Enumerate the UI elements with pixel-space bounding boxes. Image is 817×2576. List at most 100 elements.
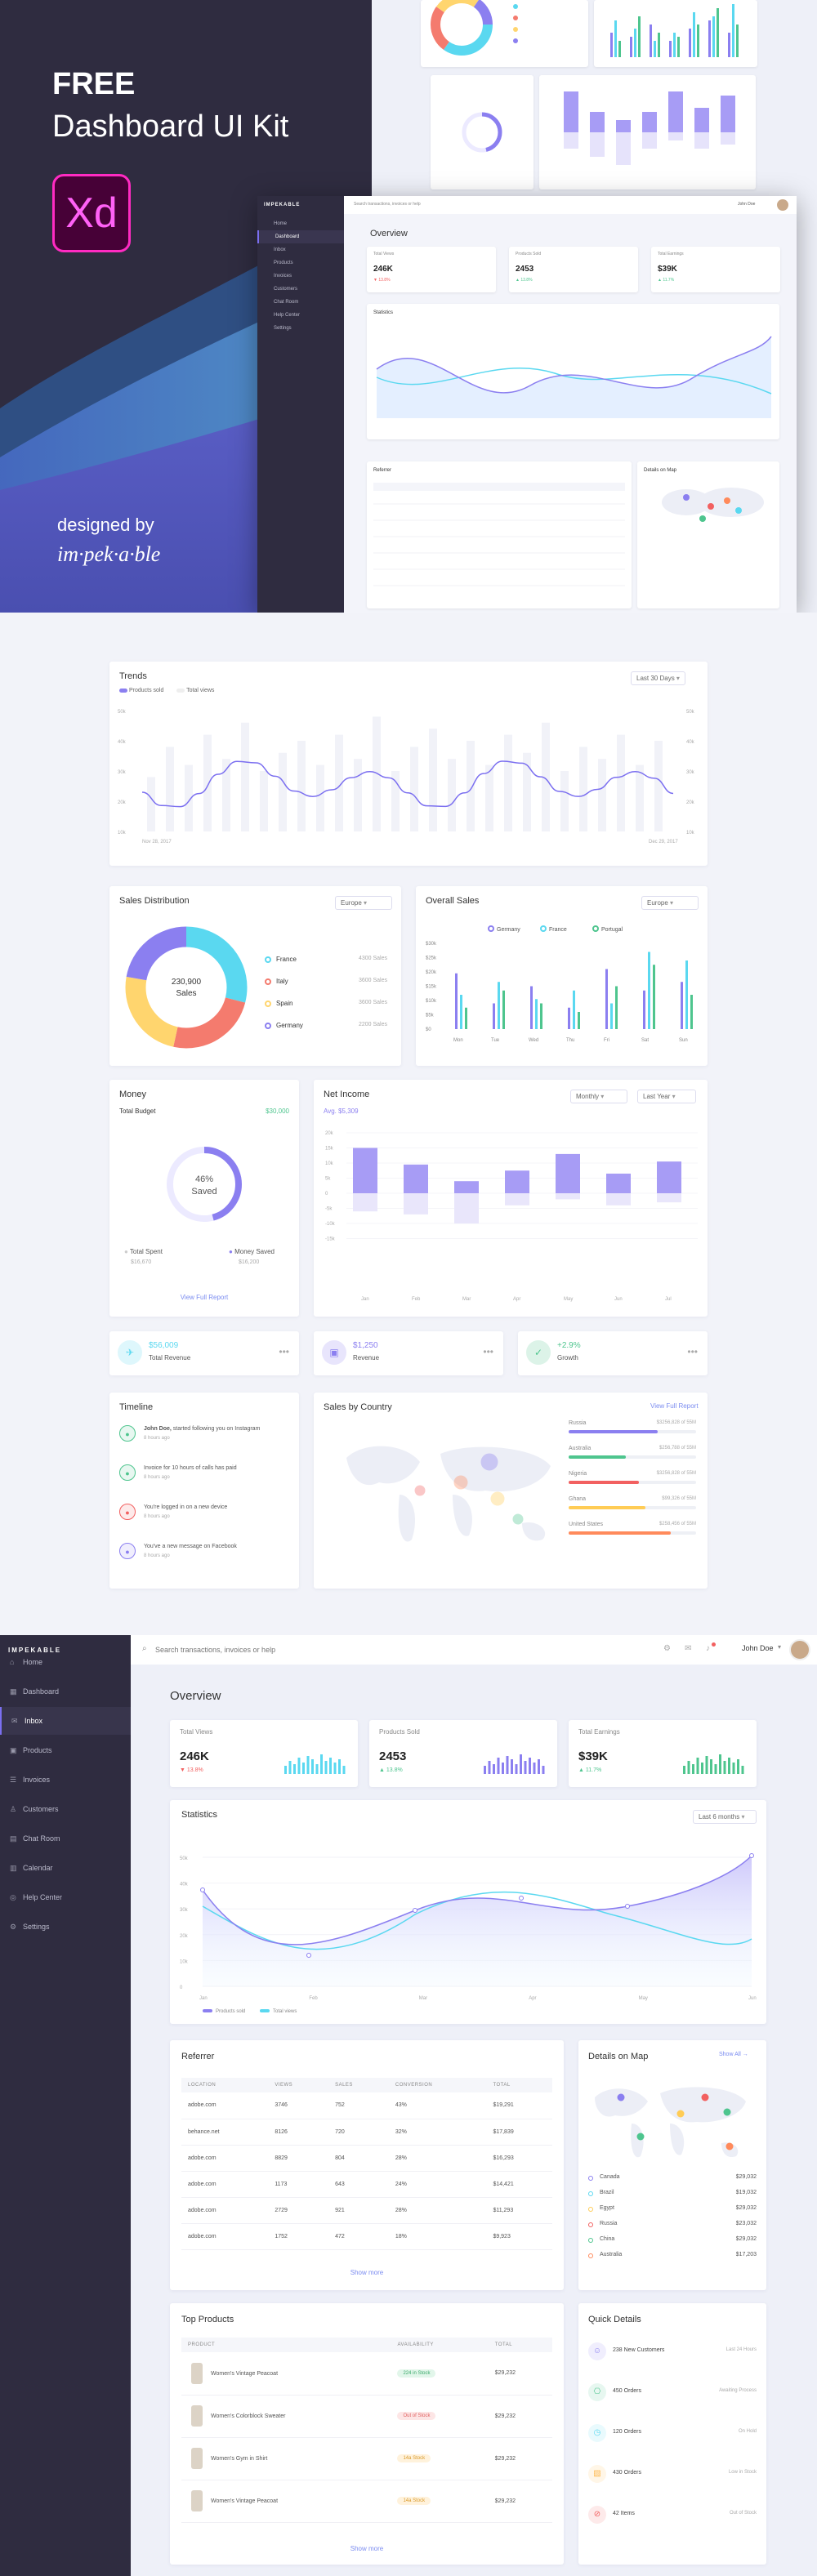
- map-show-all-link[interactable]: Show All →: [719, 2052, 748, 2057]
- avatar[interactable]: [789, 1639, 810, 1660]
- map-legend-dot: [588, 2207, 593, 2212]
- table-row[interactable]: Women's Gym in Shirt 14a Stock $29,232: [181, 2437, 552, 2480]
- mini-nav-item[interactable]: Settings: [274, 326, 292, 331]
- mini-nav-item[interactable]: Inbox: [274, 247, 286, 252]
- mini-nav-item[interactable]: Customers: [274, 287, 298, 292]
- net-y-label: -5k: [325, 1207, 333, 1212]
- money-title: Money: [119, 1090, 147, 1099]
- mini-sales-card: [421, 0, 588, 67]
- more-icon[interactable]: •••: [483, 1346, 493, 1357]
- table-row[interactable]: adobe.com 2729 921 28% $11,293: [181, 2197, 552, 2224]
- settings-icon[interactable]: ⚙: [663, 1644, 671, 1653]
- mini-net-bar: [694, 108, 709, 132]
- spark-bar: [497, 1758, 500, 1774]
- trends-range-dropdown[interactable]: Last 30 Days: [631, 671, 685, 685]
- table-row[interactable]: behance.net 8126 720 32% $17,839: [181, 2119, 552, 2146]
- quick-right: On Hold: [738, 2429, 757, 2434]
- stat-value: 2453: [379, 1749, 407, 1763]
- overall-region-dropdown[interactable]: Europe: [641, 896, 699, 910]
- status-badge: 224 in Stock: [397, 2369, 436, 2378]
- mini-nav-item[interactable]: Dashboard: [257, 230, 344, 243]
- sidebar-item-chat-room[interactable]: ▤ Chat Room: [0, 1825, 131, 1852]
- chevron-down-icon[interactable]: ▾: [778, 1643, 782, 1651]
- country-name: Russia: [569, 1420, 587, 1426]
- stats-area: [203, 1856, 752, 1986]
- trends-bar: [373, 716, 381, 831]
- mini-net-bar: [721, 96, 735, 132]
- mini-nav-item[interactable]: Products: [274, 261, 293, 265]
- table-row[interactable]: adobe.com 8829 804 28% $16,293: [181, 2145, 552, 2172]
- net-income-card: Net Income Avg. $5,309 Monthly Last Year…: [314, 1080, 708, 1317]
- table-row[interactable]: Women's Colorblock Sweater Out of Stock $2…: [181, 2395, 552, 2438]
- spark-bar: [333, 1763, 337, 1774]
- nav-icon: ✉: [11, 1717, 18, 1725]
- stats-point: [625, 1904, 630, 1909]
- map-value: $19,032: [735, 2190, 757, 2195]
- net-period-dropdown[interactable]: Monthly: [570, 1090, 627, 1103]
- mini-user[interactable]: John Doe: [738, 202, 756, 207]
- mini-search[interactable]: Search transactions, invoices or help: [354, 202, 421, 207]
- mini-nav-item[interactable]: Help Center: [274, 313, 301, 318]
- country-bar-track: [569, 1531, 696, 1535]
- country-bar-track: [569, 1455, 696, 1459]
- more-icon[interactable]: •••: [279, 1346, 289, 1357]
- spark-bar: [732, 1763, 735, 1774]
- spark-bar: [306, 1756, 310, 1774]
- statistics-title: Statistics: [181, 1810, 218, 1820]
- country-report-link[interactable]: View Full Report: [650, 1402, 699, 1410]
- table-row[interactable]: Women's Vintage Peacoat 14a Stock $29,232: [181, 2480, 552, 2523]
- donut-center-label: Sales: [176, 989, 197, 998]
- chat-icon[interactable]: ✉: [685, 1644, 692, 1653]
- net-bar-negative: [353, 1193, 377, 1212]
- sidebar-item-help-center[interactable]: ◎ Help Center: [0, 1883, 131, 1911]
- table-row[interactable]: adobe.com 1173 643 24% $14,421: [181, 2171, 552, 2198]
- referrer-show-more[interactable]: Show more: [350, 2269, 384, 2276]
- table-cell: 43%: [388, 2092, 487, 2119]
- mini-avatar[interactable]: [777, 199, 788, 211]
- product-cell: Women's Colorblock Sweater: [181, 2395, 391, 2438]
- sidebar-item-home[interactable]: ⌂ Home: [0, 1648, 131, 1676]
- quick-icon: ▧: [588, 2465, 606, 2483]
- total-budget-value: $30,000: [266, 1108, 289, 1115]
- mini-nav-item[interactable]: Invoices: [274, 274, 292, 279]
- product-cell: Women's Vintage Peacoat: [181, 2352, 391, 2396]
- kpi-label: Revenue: [353, 1354, 380, 1362]
- sidebar-item-settings[interactable]: ⚙ Settings: [0, 1913, 131, 1941]
- net-range-dropdown[interactable]: Last Year: [637, 1090, 696, 1103]
- table-row[interactable]: adobe.com 1752 472 18% $9,923: [181, 2223, 552, 2250]
- sidebar-item-dashboard[interactable]: ▦ Dashboard: [0, 1678, 131, 1705]
- stats-legend-views: Total views: [273, 2009, 297, 2014]
- cart-icon: ▣: [322, 1340, 346, 1365]
- sales-region-dropdown[interactable]: Europe: [335, 896, 392, 910]
- sidebar-item-customers[interactable]: ♙ Customers: [0, 1795, 131, 1823]
- mini-bar: [673, 33, 676, 57]
- sidebar-item-calendar[interactable]: ▥ Calendar: [0, 1854, 131, 1882]
- mini-nav-item[interactable]: Chat Room: [274, 300, 299, 305]
- view-full-report-link[interactable]: View Full Report: [180, 1294, 229, 1301]
- sidebar-item-products[interactable]: ▣ Products: [0, 1736, 131, 1764]
- mini-nav-item[interactable]: Home: [274, 221, 288, 226]
- sidebar-item-invoices[interactable]: ☰ Invoices: [0, 1766, 131, 1794]
- mini-bar: [693, 12, 695, 57]
- products-show-more[interactable]: Show more: [350, 2545, 384, 2552]
- statistics-range-dropdown[interactable]: Last 6 months: [693, 1810, 757, 1824]
- sidebar-item-label: Inbox: [25, 1717, 43, 1725]
- quick-icon: ☺: [588, 2342, 606, 2360]
- sales-legend-item: Italy 3600 Sales: [265, 978, 387, 989]
- user-name[interactable]: John Doe: [742, 1644, 774, 1652]
- timeline-text: You're logged in on a new device: [144, 1504, 291, 1510]
- sidebar-item-inbox[interactable]: ✉ Inbox: [0, 1707, 131, 1735]
- spark-bar: [511, 1759, 513, 1774]
- bell-icon[interactable]: ♪: [706, 1644, 710, 1653]
- spark-bar: [723, 1761, 726, 1774]
- table-row[interactable]: adobe.com 3746 752 43% $19,291: [181, 2092, 552, 2119]
- table-row[interactable]: Women's Vintage Peacoat 224 in Stock $29,2…: [181, 2352, 552, 2396]
- more-icon[interactable]: •••: [687, 1346, 698, 1357]
- quick-label: 450 Orders: [613, 2388, 642, 2394]
- trends-y-label-right: 30k: [686, 770, 695, 775]
- stats-point: [519, 1896, 524, 1901]
- search-input[interactable]: [155, 1642, 400, 1657]
- statistics-chart: 50k 40k 30k 20k 10k 0 Jan Feb Mar Apr May Jun Produc…: [180, 1853, 757, 2014]
- table-cell: 28%: [388, 2145, 487, 2172]
- quick-right: Low in Stock: [728, 2470, 757, 2475]
